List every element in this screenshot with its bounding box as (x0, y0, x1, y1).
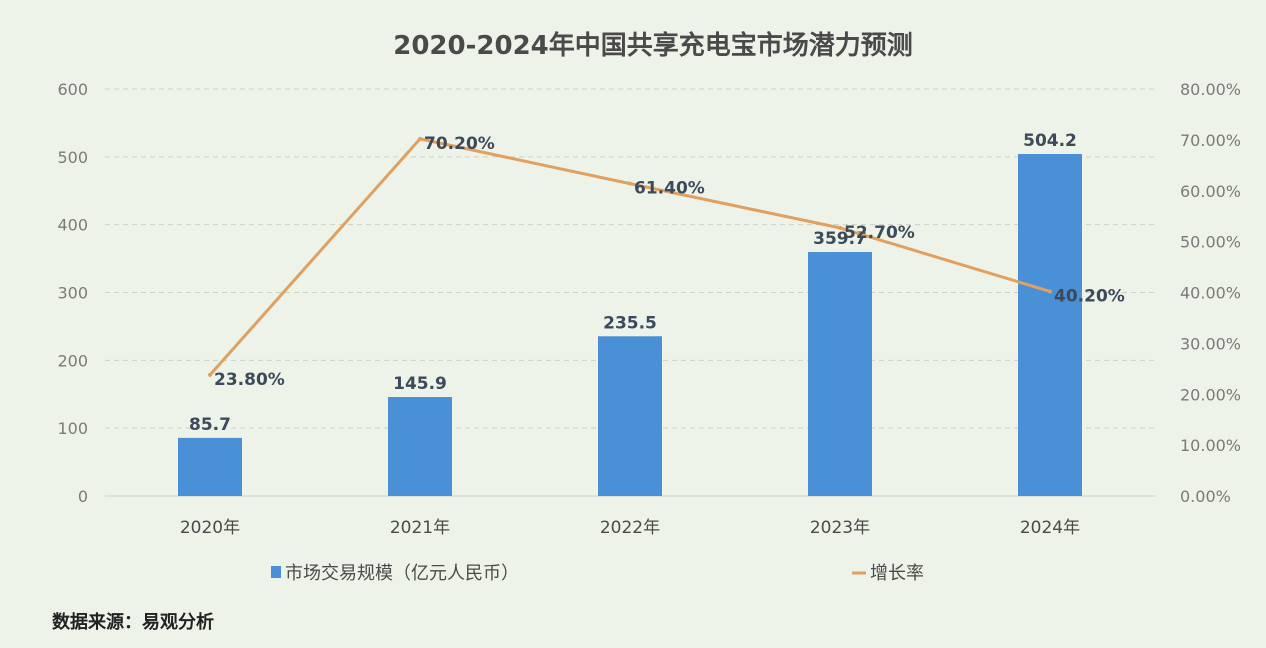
line-data-label: 61.40% (634, 179, 705, 199)
y-right-tick-label: 0.00% (1180, 487, 1231, 506)
y-right-tick-label: 30.00% (1180, 334, 1241, 353)
chart-title: 2020-2024年中国共享充电宝市场潜力预测 (393, 30, 913, 61)
bar-series: 85.7 145.9 235.5 359.7 504.2 (178, 131, 1082, 497)
bar-data-label: 235.5 (603, 313, 657, 333)
y-right-tick-label: 80.00% (1180, 80, 1241, 99)
grid (105, 88, 1155, 497)
bar (1018, 153, 1082, 497)
line-point (1048, 289, 1052, 294)
line-data-label: 23.80% (214, 370, 285, 390)
line-series: 23.80% 70.20% 61.40% 52.70% 40.20% (208, 134, 1125, 390)
line-point (838, 225, 842, 230)
legend-label-bar: 市场交易规模（亿元人民币） (285, 563, 519, 584)
y-right-tick-label: 70.00% (1180, 131, 1241, 150)
line-data-label: 40.20% (1054, 286, 1125, 306)
y-right-tick-label: 50.00% (1180, 233, 1241, 252)
line-point (208, 372, 212, 377)
x-tick-label: 2024年 (1020, 518, 1080, 538)
line-data-label: 70.20% (424, 134, 495, 154)
bar (388, 397, 452, 496)
y-left-tick-label: 300 (57, 284, 88, 303)
y-left-tick-label: 100 (57, 419, 88, 438)
bar (808, 252, 872, 496)
line-point (418, 136, 422, 141)
legend-swatch-bar (271, 566, 281, 578)
bar (598, 336, 662, 496)
x-tick-label: 2021年 (390, 518, 450, 538)
bar-data-label: 85.7 (189, 415, 231, 435)
x-tick-label: 2023年 (810, 518, 870, 538)
y-right-tick-label: 20.00% (1180, 385, 1241, 404)
y-right-tick-label: 40.00% (1180, 284, 1241, 303)
bar-data-label: 504.2 (1023, 131, 1077, 151)
legend-label-line: 增长率 (870, 563, 924, 584)
y-axis-right: 0.00% 10.00% 20.00% 30.00% 40.00% 50.00% 60.00… (1180, 80, 1241, 506)
bar-data-label: 145.9 (393, 374, 447, 394)
y-left-tick-label: 0 (78, 487, 88, 506)
y-axis-left: 0 100 200 300 400 500 600 (57, 80, 88, 506)
y-right-tick-label: 10.00% (1180, 436, 1241, 455)
x-axis: 2020年 2021年 2022年 2023年 2024年 (180, 518, 1080, 538)
y-left-tick-label: 600 (57, 80, 88, 99)
bar-data-label: 359.7 (813, 229, 867, 249)
source-note: 数据来源：易观分析 (52, 611, 214, 633)
y-left-tick-label: 200 (57, 351, 88, 370)
x-tick-label: 2022年 (600, 518, 660, 538)
y-right-tick-label: 60.00% (1180, 182, 1241, 201)
line-point (628, 181, 632, 186)
legend: 市场交易规模（亿元人民币） 增长率 (271, 563, 924, 584)
bar (178, 437, 242, 496)
y-left-tick-label: 500 (57, 148, 88, 167)
x-tick-label: 2020年 (180, 518, 240, 538)
line-data-label: 52.70% (844, 223, 915, 243)
y-left-tick-label: 400 (57, 216, 88, 235)
